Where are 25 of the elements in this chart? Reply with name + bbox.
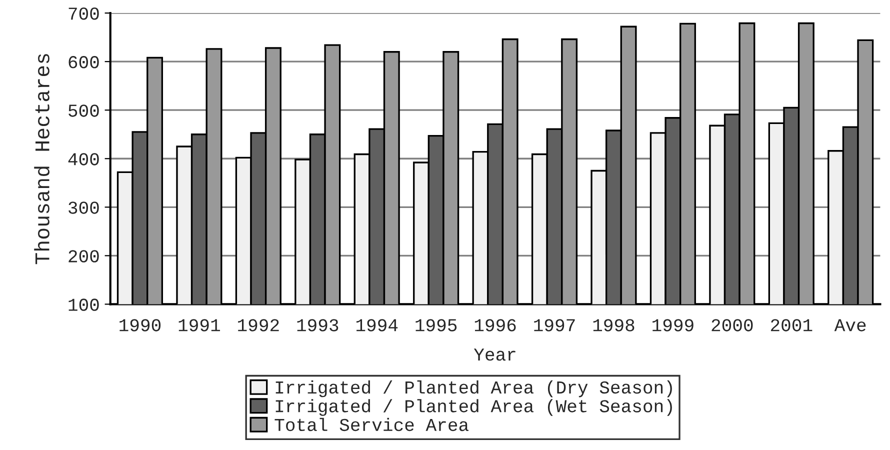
x-tick-label: 2001 bbox=[770, 319, 812, 332]
x-tick-label: 1990 bbox=[120, 319, 161, 332]
x-tick-label: 1996 bbox=[474, 319, 516, 332]
legend-label: Irrigated / Planted Area (Wet Season) bbox=[276, 399, 672, 416]
x-tick-label: 1998 bbox=[593, 319, 634, 332]
y-tick-label: 500 bbox=[68, 104, 99, 117]
x-tick-label: 1995 bbox=[416, 319, 457, 332]
x-tick-label: Ave bbox=[834, 319, 866, 332]
y-tick-label: 400 bbox=[68, 153, 99, 166]
x-tick-label: 1999 bbox=[652, 319, 694, 332]
x-tick-label: 1992 bbox=[238, 319, 279, 332]
x-tick-label: 1991 bbox=[178, 319, 220, 332]
y-tick-label: 700 bbox=[68, 8, 99, 20]
y-tick-label: 300 bbox=[68, 202, 99, 214]
legend-label: Irrigated / Planted Area (Dry Season) bbox=[276, 380, 672, 398]
legend-label: Total Service Area bbox=[274, 418, 468, 432]
y-tick-label: 200 bbox=[68, 250, 99, 262]
y-tick-label: 100 bbox=[68, 298, 99, 311]
y-axis-title: Thousand Hectares bbox=[34, 54, 50, 264]
x-axis-title: Year bbox=[474, 348, 516, 361]
x-tick-label: 1994 bbox=[356, 319, 398, 332]
y-tick-label: 600 bbox=[68, 56, 99, 68]
x-tick-label: 1997 bbox=[534, 319, 575, 332]
x-tick-label: 2000 bbox=[712, 319, 753, 332]
x-tick-label: 1993 bbox=[297, 319, 338, 332]
